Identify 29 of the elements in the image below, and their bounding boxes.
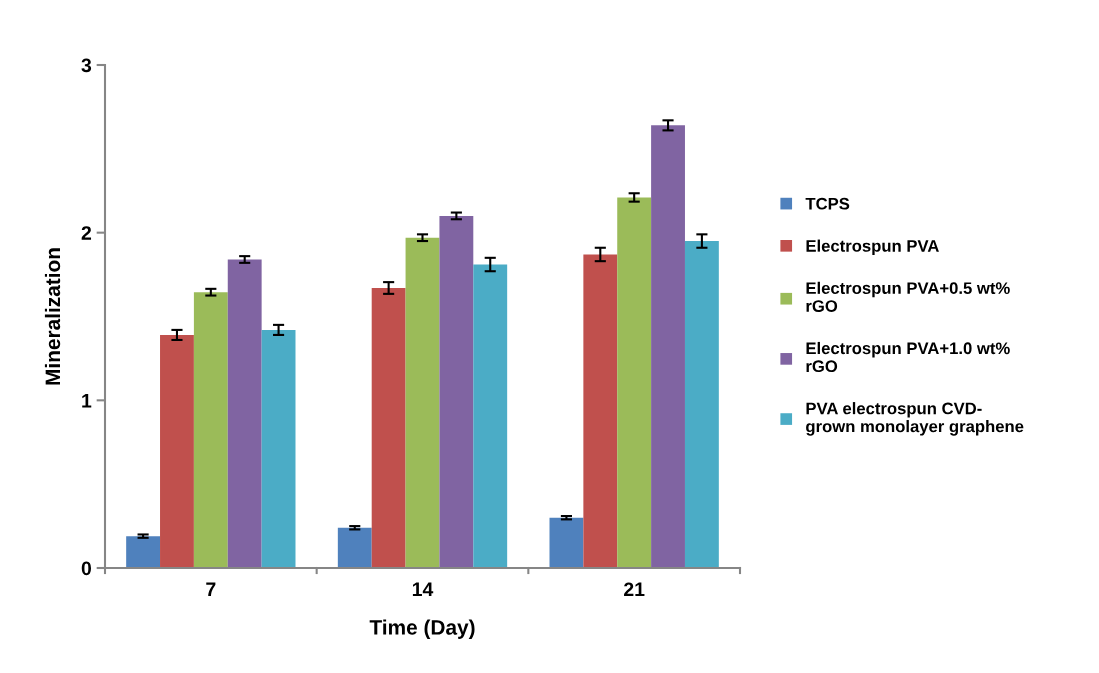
bar <box>337 527 372 568</box>
bar <box>651 125 685 568</box>
x-tick-label: 21 <box>624 582 645 596</box>
y-tick-label: 2 <box>81 226 92 240</box>
bar <box>549 517 584 568</box>
legend-label: Electrospun PVA+0.5 wt% rGO <box>806 281 1010 312</box>
y-axis-title: Mineralization <box>44 248 61 385</box>
bar <box>583 254 618 568</box>
bar <box>261 329 296 568</box>
bar <box>405 237 440 568</box>
bar <box>126 536 161 568</box>
bar <box>193 292 228 568</box>
legend-label: PVA electrospun CVD- grown monolayer graphene <box>806 402 1024 436</box>
bar <box>227 259 262 568</box>
bar <box>684 241 719 568</box>
x-axis-title: Time (Day) <box>369 619 475 639</box>
y-tick-label: 0 <box>81 561 92 576</box>
bar <box>439 215 474 568</box>
x-tick-label: 14 <box>412 582 434 596</box>
bar <box>617 197 652 568</box>
bar <box>473 264 508 568</box>
y-tick-label: 3 <box>81 58 92 73</box>
legend-label: TCPS <box>805 197 850 210</box>
bar <box>371 288 406 568</box>
bar <box>160 334 194 568</box>
legend-label: Electrospun PVA <box>806 239 939 256</box>
legend-label: Electrospun PVA+1.0 wt% rGO <box>806 341 1010 373</box>
y-tick-label: 1 <box>82 394 92 408</box>
x-tick-label: 7 <box>206 582 216 596</box>
